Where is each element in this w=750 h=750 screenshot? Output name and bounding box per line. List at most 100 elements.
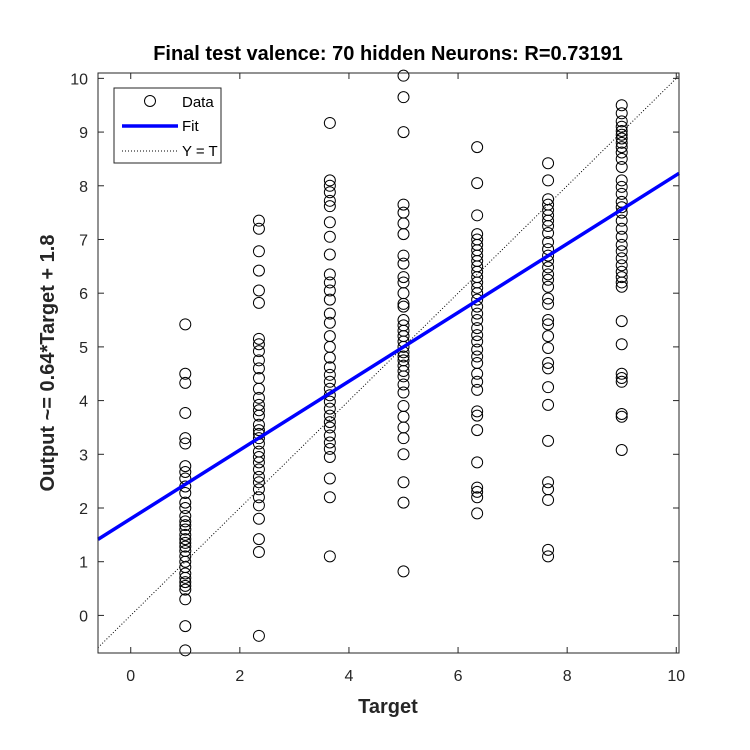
data-point xyxy=(397,476,410,489)
data-point xyxy=(615,367,628,380)
data-point xyxy=(323,248,336,261)
data-point xyxy=(252,362,265,375)
y-tick-label: 1 xyxy=(79,555,88,572)
data-point xyxy=(252,533,265,546)
x-tick-label: 0 xyxy=(126,668,135,685)
legend-identity-label: Y = T xyxy=(182,143,218,160)
data-point xyxy=(323,395,336,408)
data-point xyxy=(471,409,484,422)
data-point xyxy=(615,174,628,187)
data-point xyxy=(179,536,192,549)
data-point xyxy=(397,228,410,241)
data-point xyxy=(397,300,410,313)
data-point xyxy=(615,152,628,165)
x-tick-label: 4 xyxy=(344,668,353,685)
data-point xyxy=(323,429,336,442)
data-point xyxy=(252,382,265,395)
data-point xyxy=(252,499,265,512)
data-point xyxy=(323,316,336,329)
axis-ticks: 0 2 4 6 8 10 0 1 2 3 4 5 6 7 8 9 10 xyxy=(70,71,685,685)
x-tick-label: 8 xyxy=(563,668,572,685)
data-point xyxy=(542,550,555,563)
data-point xyxy=(323,351,336,364)
data-point xyxy=(323,491,336,504)
data-point xyxy=(615,245,628,258)
data-point xyxy=(323,402,336,415)
data-point xyxy=(323,179,336,192)
data-point xyxy=(179,376,192,389)
data-point xyxy=(252,418,265,431)
data-point xyxy=(179,579,192,592)
y-tick-label: 9 xyxy=(79,125,88,142)
data-points xyxy=(179,69,628,657)
plot-area xyxy=(98,73,679,653)
data-point xyxy=(252,264,265,277)
data-point xyxy=(397,91,410,104)
data-point xyxy=(615,338,628,351)
data-point xyxy=(179,620,192,633)
data-point xyxy=(179,583,192,596)
data-point xyxy=(471,322,484,335)
data-point xyxy=(323,421,336,434)
data-point xyxy=(471,293,484,306)
data-point xyxy=(542,220,555,233)
data-point xyxy=(252,409,265,422)
y-tick-label: 5 xyxy=(79,340,88,357)
data-point xyxy=(615,136,628,149)
data-point xyxy=(252,476,265,489)
data-point xyxy=(542,249,555,262)
data-point xyxy=(615,252,628,265)
data-point xyxy=(252,284,265,297)
fit-line xyxy=(97,171,680,541)
data-point xyxy=(397,126,410,139)
data-point xyxy=(179,406,192,419)
data-point xyxy=(179,567,192,580)
data-point xyxy=(397,432,410,445)
data-point xyxy=(397,496,410,509)
data-point xyxy=(252,456,265,469)
data-point xyxy=(542,236,555,249)
data-point xyxy=(179,432,192,445)
data-point xyxy=(615,128,628,141)
legend-fit-label: Fit xyxy=(182,118,199,135)
data-point xyxy=(471,485,484,498)
data-point xyxy=(179,502,192,514)
data-point xyxy=(252,332,265,345)
data-point xyxy=(179,486,192,499)
data-point xyxy=(323,284,336,297)
data-point xyxy=(471,375,484,388)
data-point xyxy=(252,354,265,367)
data-point xyxy=(615,408,628,421)
y-tick-label: 0 xyxy=(79,608,88,625)
data-point xyxy=(471,456,484,469)
data-point xyxy=(323,416,336,429)
data-point xyxy=(252,546,265,559)
y-tick-label: 2 xyxy=(79,501,88,518)
data-point xyxy=(397,365,410,378)
data-point xyxy=(471,481,484,494)
data-point xyxy=(252,296,265,309)
data-point xyxy=(323,442,336,455)
data-point xyxy=(615,222,628,235)
data-point xyxy=(179,571,192,584)
data-point xyxy=(615,160,628,173)
data-point xyxy=(542,261,555,274)
data-point xyxy=(615,280,628,293)
data-point xyxy=(397,565,410,578)
data-point xyxy=(542,434,555,447)
data-point xyxy=(397,249,410,262)
data-point xyxy=(615,107,628,120)
data-point xyxy=(542,280,555,293)
data-point xyxy=(471,424,484,437)
data-point xyxy=(471,177,484,190)
data-point xyxy=(397,198,410,211)
data-point xyxy=(179,437,192,450)
data-point xyxy=(179,515,192,528)
data-point xyxy=(397,297,410,310)
data-point xyxy=(323,472,336,485)
data-point xyxy=(542,341,555,354)
x-tick-label: 6 xyxy=(454,668,463,685)
chart-title: Final test valence: 70 hidden Neurons: R… xyxy=(153,43,623,65)
data-point xyxy=(323,268,336,281)
